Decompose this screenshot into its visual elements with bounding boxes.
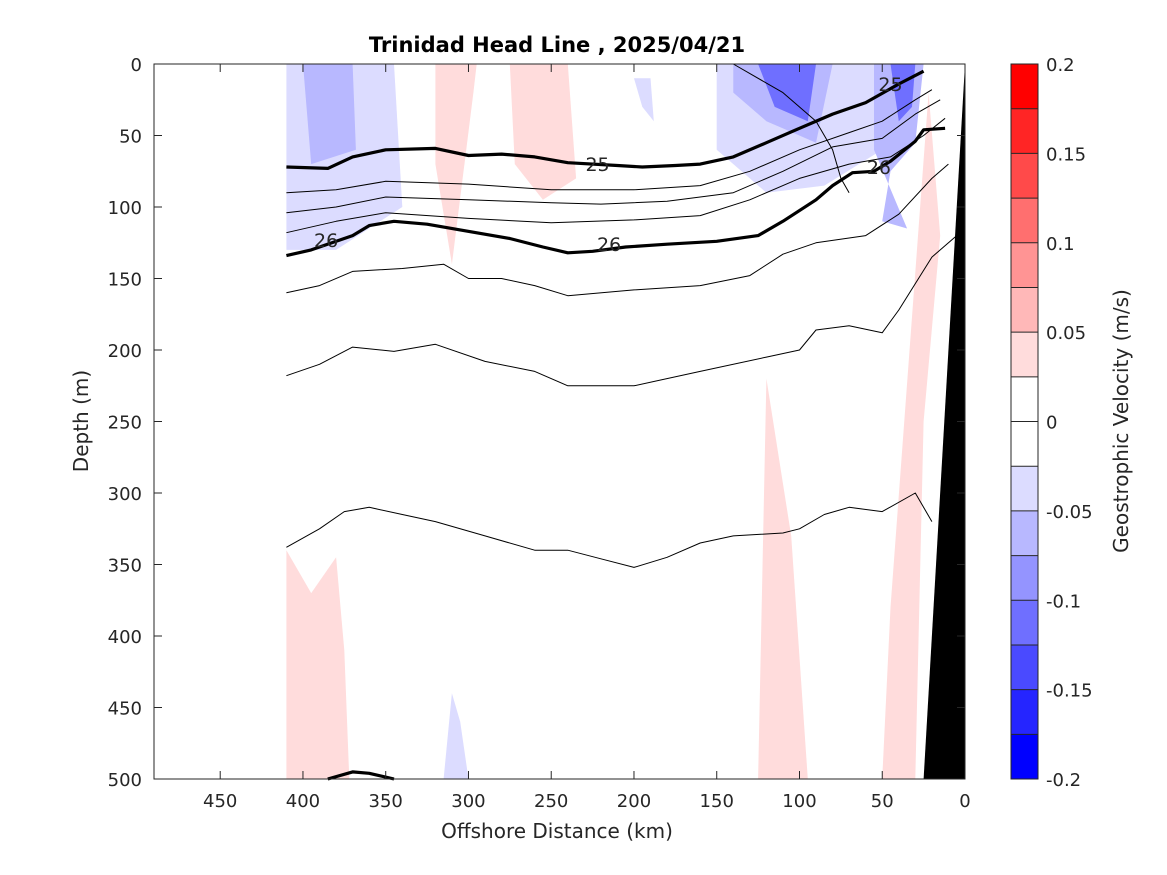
y-axis-ticks: 0 50 100 150 200 250 300 350 400 450 500	[108, 55, 965, 791]
colorbar-tick-label: 0.15	[1046, 144, 1086, 165]
velocity-region-1	[303, 64, 356, 165]
contour-label-26: 26	[597, 234, 621, 256]
velocity-region-3	[435, 64, 477, 265]
plot-area: 25 25 26 26 26	[153, 63, 966, 781]
colorbar-swatch	[1011, 734, 1038, 780]
colorbar	[1010, 63, 1039, 780]
y-tick-label: 400	[108, 627, 142, 648]
x-tick-label: 450	[203, 791, 237, 812]
density-contour-27	[327, 770, 395, 781]
colorbar-swatch	[1011, 689, 1038, 735]
y-tick-label: 150	[108, 270, 142, 291]
x-axis-ticks: 450 400 350 300 250 200 150 100 50 0	[203, 64, 971, 812]
density-contour-25.4	[286, 99, 941, 214]
colorbar-swatch	[1011, 108, 1038, 154]
x-tick-label: 100	[782, 791, 816, 812]
y-tick-label: 200	[108, 341, 142, 362]
colorbar-tick-label: -0.1	[1046, 591, 1081, 612]
y-tick-label: 50	[119, 127, 142, 148]
colorbar-swatch	[1011, 644, 1038, 691]
colorbar-swatch	[1011, 153, 1038, 199]
velocity-region-10	[758, 378, 808, 779]
velocity-region-11	[882, 92, 941, 780]
land-polygon	[923, 64, 965, 779]
colorbar-tick-label: -0.2	[1046, 770, 1081, 791]
x-tick-label: 50	[871, 791, 894, 812]
y-tick-label: 0	[131, 55, 142, 76]
density-contour-25.6	[286, 117, 946, 234]
y-tick-label: 100	[108, 198, 142, 219]
colorbar-tick-label: -0.15	[1046, 681, 1093, 702]
density-contours	[286, 63, 958, 781]
density-contour-25	[286, 69, 925, 170]
density-contour-26	[286, 126, 946, 258]
colorbar-swatch	[1011, 242, 1038, 288]
colorbar-label: Geostrophic Velocity (m/s)	[1109, 289, 1133, 553]
density-contour-25.2	[286, 89, 933, 194]
colorbar-tick-label: 0	[1046, 413, 1057, 434]
contour-labels: 25 25 26 26 26	[314, 74, 903, 256]
x-tick-label: 150	[700, 791, 734, 812]
velocity-region-13	[443, 693, 469, 779]
y-axis-label: Depth (m)	[69, 370, 93, 472]
colorbar-swatch	[1011, 466, 1038, 512]
density-contour-26.7	[286, 492, 933, 568]
contour-label-25: 25	[585, 154, 609, 176]
density-contour-26.3	[286, 163, 949, 297]
chart-title: Trinidad Head Line , 2025/04/21	[369, 33, 745, 57]
colorbar-tick-label: -0.05	[1046, 502, 1093, 523]
colorbar-tick-label: 0.2	[1046, 55, 1075, 76]
x-tick-label: 350	[369, 791, 403, 812]
x-tick-label: 250	[534, 791, 568, 812]
y-tick-label: 250	[108, 413, 142, 434]
colorbar-swatch	[1011, 510, 1038, 557]
colorbar-swatch	[1011, 421, 1038, 467]
contour-label-25: 25	[878, 74, 902, 96]
colorbar-ticks: 0.2 0.15 0.1 0.05 0 -0.05 -0.1 -0.15 -0.2	[1046, 55, 1093, 791]
colorbar-swatch	[1011, 600, 1038, 646]
colorbar-swatch	[1011, 555, 1038, 601]
velocity-region-12	[286, 550, 350, 779]
colorbar-tick-label: 0.1	[1046, 234, 1075, 255]
colorbar-frame	[1010, 63, 1039, 780]
velocity-region-2	[634, 78, 654, 122]
density-contour-26.5	[286, 235, 958, 387]
colorbar-swatch	[1011, 376, 1038, 422]
x-tick-label: 400	[286, 791, 320, 812]
x-tick-label: 200	[617, 791, 651, 812]
y-tick-label: 300	[108, 484, 142, 505]
velocity-region-7	[758, 64, 816, 122]
x-tick-label: 0	[959, 791, 970, 812]
y-tick-label: 350	[108, 556, 142, 577]
colorbar-swatch	[1011, 64, 1038, 110]
colorbar-swatch	[1011, 332, 1038, 378]
y-tick-label: 450	[108, 699, 142, 720]
colorbar-tick-label: 0.05	[1046, 323, 1086, 344]
land-mask	[923, 64, 965, 779]
y-tick-label: 500	[108, 770, 142, 791]
velocity-region-4	[509, 64, 577, 200]
contour-label-26: 26	[314, 230, 338, 252]
colorbar-swatch	[1011, 198, 1038, 244]
x-tick-label: 300	[451, 791, 485, 812]
colorbar-swatch	[1011, 287, 1038, 333]
x-axis-label: Offshore Distance (km)	[441, 819, 673, 843]
contour-label-26: 26	[867, 157, 891, 179]
